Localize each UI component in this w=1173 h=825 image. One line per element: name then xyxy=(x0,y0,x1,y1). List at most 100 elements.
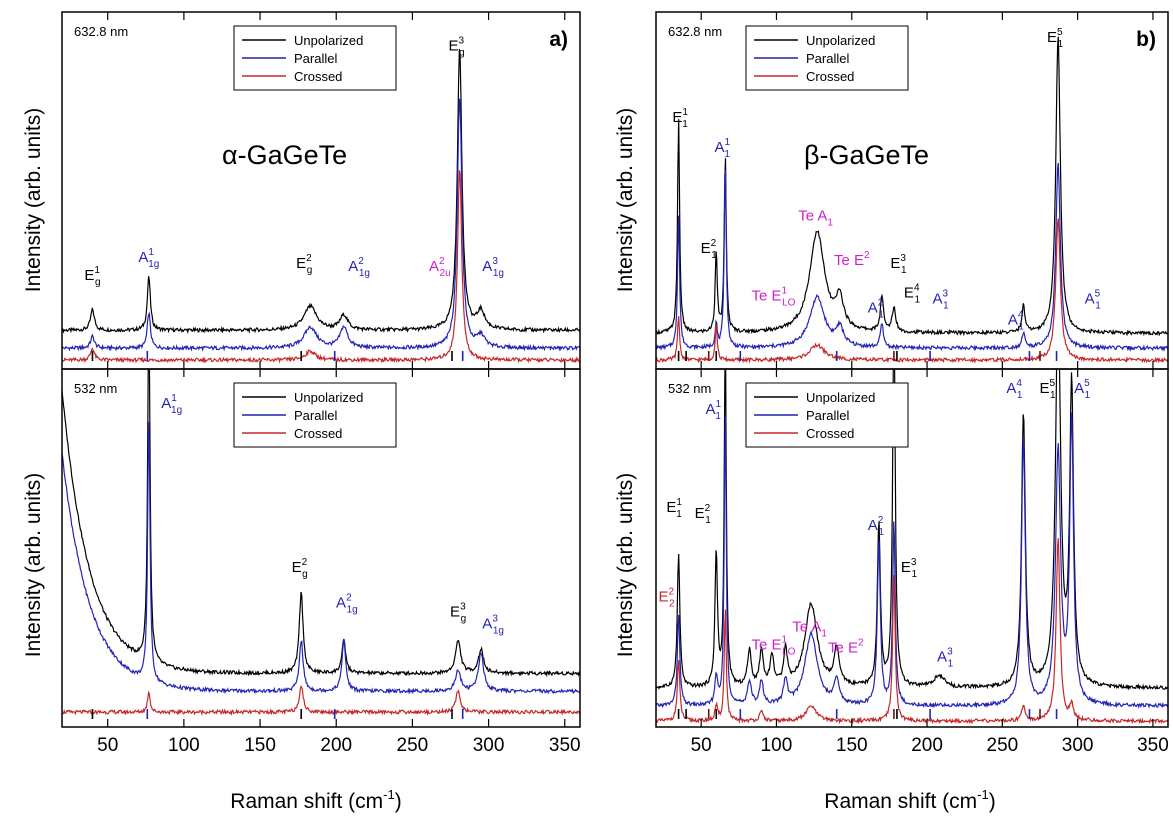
legend-entry: Crossed xyxy=(294,426,342,441)
laser-label: 532 nm xyxy=(74,381,117,396)
series-unpolarized-line xyxy=(656,369,1168,691)
x-tick-label: 200 xyxy=(320,735,352,756)
peak-annotation: E3 1 xyxy=(901,557,918,580)
x-tick-label: 250 xyxy=(397,735,429,756)
peak-annotation: A2 1 xyxy=(868,297,885,320)
legend: Unpolarized Parallel Crossed xyxy=(745,25,909,91)
x-tick-label: 150 xyxy=(244,735,276,756)
series-crossed-line xyxy=(62,684,580,716)
series-parallel-line xyxy=(656,162,1168,352)
x-tick-label: 50 xyxy=(97,735,118,756)
legend: Unpolarized Parallel Crossed xyxy=(745,382,909,448)
material-label: β-GaGeTe xyxy=(804,140,929,170)
peak-annotation: Te A1 xyxy=(792,619,827,640)
ylabel-left-bottom: Intensity (arb. units) xyxy=(22,473,45,657)
plot-frame xyxy=(655,368,1169,728)
peak-annotation: A2 1g xyxy=(336,593,358,616)
peak-annotation: E1 g xyxy=(84,265,100,288)
peak-annotation: E2 2 xyxy=(658,587,675,610)
series-crossed-line xyxy=(656,218,1168,364)
panel-b-top: 632.8 nm b) β-GaGeTe Unpolarized Parallel Cro… xyxy=(655,11,1169,370)
peak-annotation: A5 1 xyxy=(1085,289,1102,312)
legend-entry: Unpolarized xyxy=(294,33,363,48)
material-label: α-GaGeTe xyxy=(222,140,347,170)
legend-entry: Unpolarized xyxy=(806,33,875,48)
legend: Unpolarized Parallel Crossed xyxy=(233,382,397,448)
xlabel-right: Raman shift (cm-1) xyxy=(824,787,995,813)
peak-annotation: A4 1 xyxy=(1008,309,1025,332)
series-crossed-line xyxy=(656,538,1168,725)
panels: 632.8 nm a) α-GaGeTe Unpolarized Parallel Cro… xyxy=(61,11,1169,756)
series-crossed-line xyxy=(62,170,580,364)
peak-annotation: Te E2 xyxy=(834,250,870,269)
peak-annotation: E3 1 xyxy=(890,253,907,276)
x-tick-label: 350 xyxy=(549,735,581,756)
peak-annotation: E5 1 xyxy=(1039,378,1056,401)
panel-a-bottom: 50 100 150 200 250 300 350 532 nm Unpolarized Par… xyxy=(61,368,581,756)
ylabel-left-top: Intensity (arb. units) xyxy=(22,108,45,292)
xlabel-left: Raman shift (cm-1) xyxy=(230,787,401,813)
laser-label: 632.8 nm xyxy=(668,24,722,39)
peak-annotation: A3 1 xyxy=(937,646,954,669)
peak-annotation: E2 g xyxy=(292,557,308,580)
x-tick-label: 50 xyxy=(691,735,712,756)
panel-label: a) xyxy=(549,28,568,51)
legend-entry: Parallel xyxy=(806,408,849,423)
peak-annotation: A3 1g xyxy=(482,614,504,637)
legend-entry: Unpolarized xyxy=(806,390,875,405)
ylabel-right-bottom: Intensity (arb. units) xyxy=(614,473,637,657)
plot-frame xyxy=(655,11,1169,370)
panel-label: b) xyxy=(1136,28,1156,51)
peak-annotation: A3 1g xyxy=(482,256,504,279)
series-parallel-line xyxy=(62,98,580,353)
x-tick-label: 100 xyxy=(761,735,793,756)
peak-annotation: E5 1 xyxy=(1047,27,1064,50)
peak-annotation: A1 1g xyxy=(138,247,159,270)
peak-annotation: A1 1g xyxy=(161,393,182,416)
peak-annotation: E1 1 xyxy=(666,497,682,520)
peak-annotation: E2 g xyxy=(296,253,312,276)
peak-annotation: Te E2 xyxy=(828,637,864,656)
peak-annotation: Te A1 xyxy=(798,207,833,228)
series-parallel-line xyxy=(656,412,1168,709)
peak-annotation: E2 1 xyxy=(695,503,712,526)
peak-annotation: E3 g xyxy=(450,602,466,625)
peak-annotation: A1 1 xyxy=(715,137,731,160)
series-unpolarized-line xyxy=(62,48,580,334)
peak-annotation: Te E1 LO xyxy=(751,634,795,657)
legend-entry: Parallel xyxy=(294,51,337,66)
legend-entry: Crossed xyxy=(806,426,854,441)
legend-entry: Parallel xyxy=(806,51,849,66)
panel-b-bottom: 50 100 150 200 250 300 350 532 nm Unpolarized Par… xyxy=(655,368,1169,756)
peak-annotation: A1 1 xyxy=(706,399,722,422)
peak-annotation: E2 1 xyxy=(701,238,718,261)
peak-annotation: Te E1 LO xyxy=(751,286,795,309)
series-unpolarized-line xyxy=(62,369,580,678)
legend-entry: Parallel xyxy=(294,408,337,423)
x-tick-label: 200 xyxy=(911,735,943,756)
peak-annotation: E4 1 xyxy=(904,283,921,306)
series-unpolarized-line xyxy=(656,36,1168,337)
legend-entry: Crossed xyxy=(294,69,342,84)
x-tick-label: 250 xyxy=(987,735,1019,756)
legend: Unpolarized Parallel Crossed xyxy=(233,25,397,91)
plot-frame xyxy=(61,368,581,728)
x-tick-label: 300 xyxy=(1062,735,1094,756)
peak-annotation: E1 1 xyxy=(672,107,688,130)
x-tick-label: 150 xyxy=(836,735,868,756)
series-parallel-line xyxy=(62,421,580,695)
legend-entry: Crossed xyxy=(806,69,854,84)
x-tick-label: 350 xyxy=(1137,735,1169,756)
x-tick-label: 300 xyxy=(473,735,505,756)
peak-annotation: E3 g xyxy=(449,36,465,59)
peak-annotation: A4 1 xyxy=(1006,378,1023,401)
peak-annotation: A2 1g xyxy=(348,256,370,279)
ylabel-right-top: Intensity (arb. units) xyxy=(614,108,637,292)
laser-label: 532 nm xyxy=(668,381,711,396)
laser-label: 632.8 nm xyxy=(74,24,128,39)
legend-entry: Unpolarized xyxy=(294,390,363,405)
peak-annotation: A3 1 xyxy=(933,289,950,312)
peak-annotation: A5 1 xyxy=(1074,378,1091,401)
peak-annotation: A2 2u xyxy=(429,256,451,279)
